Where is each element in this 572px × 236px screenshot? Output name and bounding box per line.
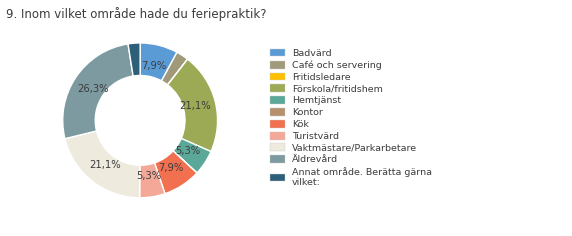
Wedge shape: [168, 59, 188, 85]
Wedge shape: [65, 131, 140, 198]
Wedge shape: [173, 151, 197, 173]
Text: 26,3%: 26,3%: [77, 84, 109, 94]
Text: 21,1%: 21,1%: [179, 101, 210, 111]
Text: 9. Inom vilket område hade du feriepraktik?: 9. Inom vilket område hade du ferieprakt…: [6, 7, 266, 21]
Legend: Badvärd, Café och servering, Fritidsledare, Förskola/fritidshem, Hemtjänst, Kont: Badvärd, Café och servering, Fritidsleda…: [271, 49, 432, 187]
Wedge shape: [140, 163, 165, 198]
Text: 7,9%: 7,9%: [158, 163, 184, 173]
Text: 21,1%: 21,1%: [89, 160, 121, 170]
Text: 5,3%: 5,3%: [137, 171, 162, 181]
Wedge shape: [161, 52, 188, 85]
Wedge shape: [173, 139, 211, 173]
Text: 7,9%: 7,9%: [141, 61, 166, 71]
Wedge shape: [168, 59, 217, 152]
Text: 5,3%: 5,3%: [175, 146, 200, 156]
Wedge shape: [154, 151, 197, 194]
Wedge shape: [128, 43, 140, 76]
Wedge shape: [140, 43, 177, 81]
Wedge shape: [63, 44, 133, 139]
